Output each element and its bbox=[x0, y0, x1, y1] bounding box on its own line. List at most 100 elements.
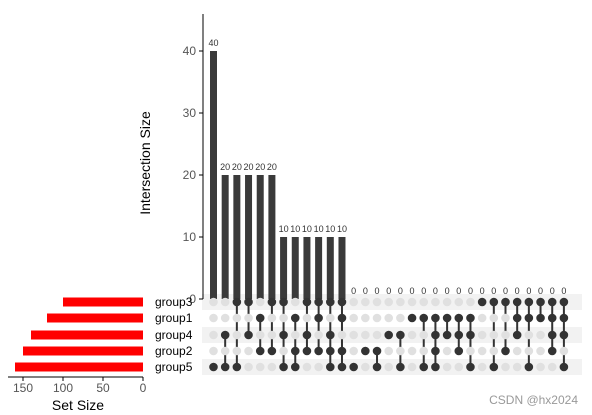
matrix-dot-inactive bbox=[419, 297, 429, 307]
intersection-bar-value: 0 bbox=[398, 286, 403, 296]
matrix-dot-inactive bbox=[326, 313, 335, 323]
matrix-dot-inactive bbox=[559, 346, 569, 356]
matrix-dot-inactive bbox=[454, 297, 464, 307]
intersection-y-axis-label: Intersection Size bbox=[137, 111, 153, 215]
matrix-dot-active bbox=[536, 297, 545, 307]
matrix-dot-active bbox=[372, 362, 382, 372]
matrix-dot-inactive bbox=[290, 330, 300, 340]
matrix-dot-inactive bbox=[244, 346, 253, 356]
matrix-dot-inactive bbox=[244, 313, 253, 323]
set-size-tick-label: 0 bbox=[140, 381, 147, 395]
matrix-dot-inactive bbox=[512, 346, 522, 356]
intersection-bar bbox=[338, 237, 346, 299]
matrix-dot-active bbox=[314, 346, 323, 356]
intersection-bar-value: 0 bbox=[351, 286, 356, 296]
matrix-dot-inactive bbox=[349, 297, 358, 307]
matrix-dot-inactive bbox=[314, 330, 323, 340]
matrix-dot-active bbox=[396, 330, 405, 340]
matrix-dot-inactive bbox=[209, 330, 218, 340]
matrix-dot-inactive bbox=[361, 362, 370, 372]
matrix-dot-active bbox=[466, 362, 475, 372]
matrix-dot-active bbox=[419, 362, 429, 372]
matrix-dot-inactive bbox=[290, 297, 300, 307]
matrix-dot-inactive bbox=[349, 313, 358, 323]
intersection-bar-value: 20 bbox=[267, 162, 277, 172]
set-size-bar bbox=[63, 297, 143, 307]
matrix-dot-inactive bbox=[361, 313, 370, 323]
matrix-dot-active bbox=[326, 362, 335, 372]
matrix-dot-active bbox=[326, 330, 335, 340]
set-name-label: group2 bbox=[155, 344, 193, 358]
y-tick-label: 0 bbox=[189, 292, 196, 306]
matrix-dot-active bbox=[279, 362, 288, 372]
matrix-dot-inactive bbox=[396, 313, 405, 323]
matrix-dot-active bbox=[489, 362, 499, 372]
matrix-dot-inactive bbox=[372, 297, 382, 307]
matrix-dot-active bbox=[524, 362, 534, 372]
matrix-dot-inactive bbox=[489, 346, 499, 356]
set-name-label: group3 bbox=[155, 295, 193, 309]
matrix-dot-inactive bbox=[302, 313, 312, 323]
matrix-dot-inactive bbox=[512, 362, 522, 372]
matrix-dot-active bbox=[290, 313, 300, 323]
set-size-axis: 150 100 50 0 Set Size bbox=[8, 376, 147, 413]
matrix-dot-inactive bbox=[209, 346, 218, 356]
intersection-bars bbox=[210, 51, 346, 299]
matrix-dot-inactive bbox=[407, 330, 417, 340]
matrix-dot-inactive bbox=[220, 346, 230, 356]
intersection-bar-value: 0 bbox=[363, 286, 368, 296]
matrix-dot-active bbox=[431, 362, 440, 372]
set-size-bar bbox=[47, 313, 143, 323]
matrix-dot-inactive bbox=[524, 330, 534, 340]
matrix-dot-active bbox=[547, 297, 557, 307]
matrix-dot-active bbox=[454, 346, 464, 356]
matrix-dot-active bbox=[279, 330, 288, 340]
intersection-bar bbox=[256, 175, 264, 299]
matrix-dot-inactive bbox=[466, 297, 475, 307]
matrix-dot-active bbox=[501, 346, 510, 356]
set-name-label: group4 bbox=[155, 328, 193, 342]
matrix-dot-inactive bbox=[501, 362, 510, 372]
intersection-bar bbox=[280, 237, 288, 299]
intersection-bar bbox=[291, 237, 299, 299]
intersection-bar-value: 10 bbox=[302, 224, 312, 234]
matrix-dot-active bbox=[220, 330, 230, 340]
matrix-dot-inactive bbox=[536, 362, 545, 372]
matrix-dot-inactive bbox=[267, 313, 277, 323]
matrix-dot-active bbox=[477, 297, 487, 307]
matrix-dot-inactive bbox=[314, 362, 323, 372]
set-size-bars bbox=[15, 297, 143, 372]
intersection-matrix bbox=[209, 297, 569, 372]
matrix-dot-inactive bbox=[407, 346, 417, 356]
matrix-dot-inactive bbox=[384, 297, 394, 307]
intersection-bar bbox=[326, 237, 334, 299]
matrix-dot-inactive bbox=[232, 313, 242, 323]
matrix-dot-inactive bbox=[501, 330, 510, 340]
intersection-bar-value: 10 bbox=[290, 224, 300, 234]
intersection-bar-value: 20 bbox=[220, 162, 230, 172]
set-size-tick-label: 50 bbox=[96, 381, 110, 395]
set-size-axis-label: Set Size bbox=[52, 397, 104, 413]
matrix-dot-active bbox=[314, 313, 323, 323]
intersection-bar-value: 0 bbox=[410, 286, 415, 296]
matrix-dot-inactive bbox=[349, 346, 358, 356]
matrix-dot-inactive bbox=[466, 346, 475, 356]
set-name-label: group5 bbox=[155, 360, 193, 374]
intersection-bar-value: 10 bbox=[314, 224, 324, 234]
matrix-dot-active bbox=[255, 346, 265, 356]
matrix-dot-inactive bbox=[361, 330, 370, 340]
y-tick-label: 10 bbox=[183, 230, 197, 244]
matrix-dot-active bbox=[244, 297, 253, 307]
matrix-dot-active bbox=[267, 297, 277, 307]
matrix-dot-active bbox=[326, 346, 335, 356]
intersection-bar bbox=[315, 237, 323, 299]
matrix-dot-active bbox=[559, 330, 569, 340]
matrix-dot-inactive bbox=[279, 346, 288, 356]
matrix-dot-inactive bbox=[220, 313, 230, 323]
matrix-dot-inactive bbox=[501, 313, 510, 323]
matrix-dot-inactive bbox=[361, 297, 370, 307]
matrix-dot-inactive bbox=[396, 297, 405, 307]
matrix-dot-active bbox=[326, 297, 335, 307]
matrix-dot-inactive bbox=[477, 313, 487, 323]
